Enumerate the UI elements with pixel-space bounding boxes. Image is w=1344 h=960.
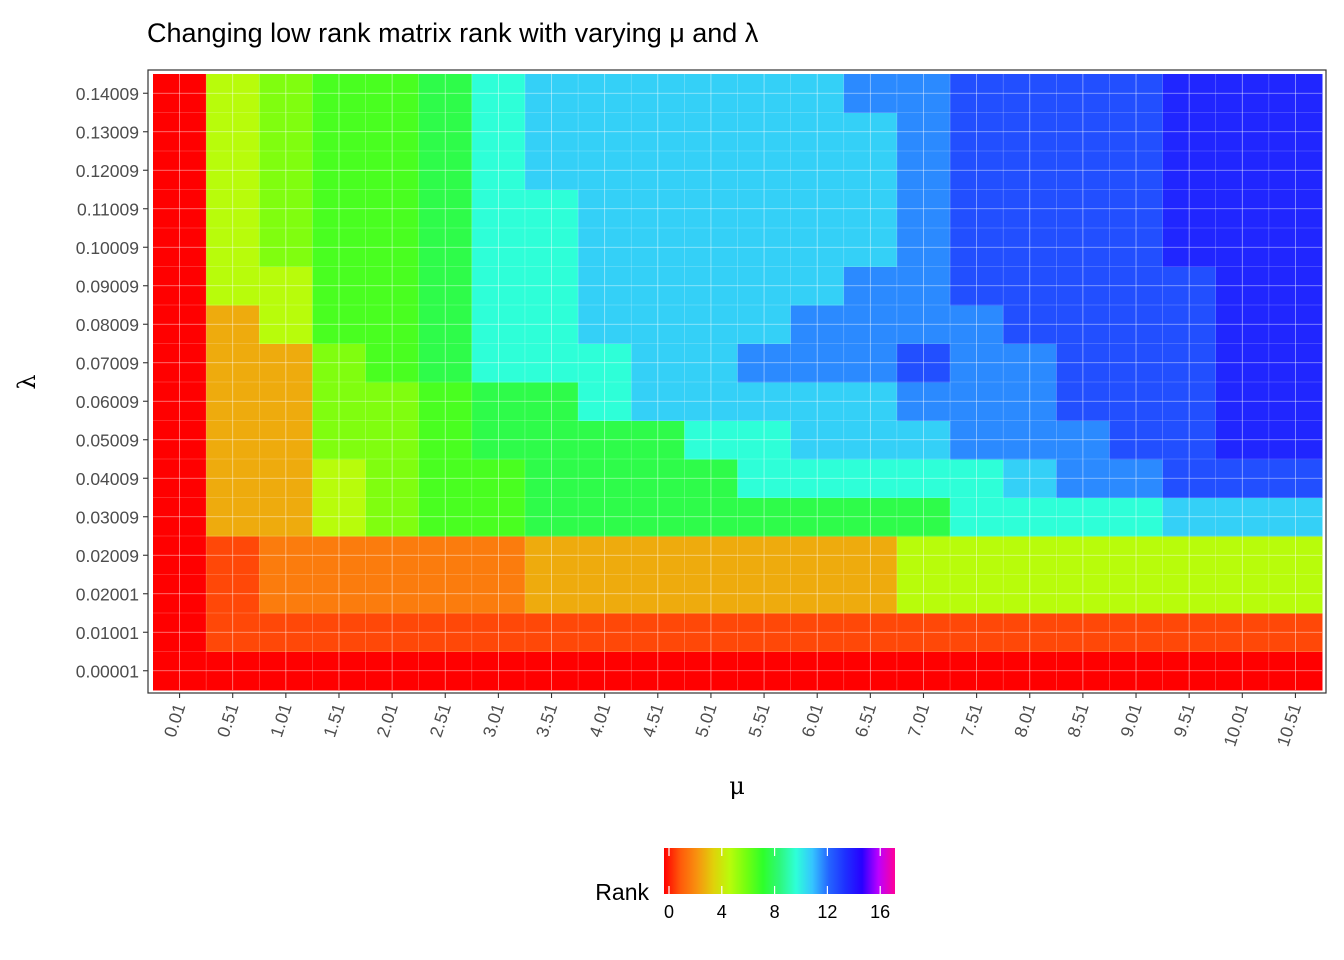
x-tick-label: 3.51: [532, 701, 562, 740]
x-tick-label: 8.01: [1010, 701, 1040, 740]
legend-tick-label: 8: [770, 902, 780, 922]
x-tick-label: 7.51: [957, 701, 987, 740]
legend-tick-label: 4: [717, 902, 727, 922]
legend-color-bar: [664, 848, 895, 894]
legend-ticks: 0 4 8 12 16: [664, 848, 890, 922]
x-tick-label: 2.51: [426, 701, 456, 740]
x-tick-label: 1.01: [266, 701, 296, 740]
y-tick-label: 0.03009: [76, 507, 139, 527]
y-tick-label: 0.09009: [76, 276, 139, 296]
color-legend: Rank 0 4 8 12 16: [595, 848, 895, 922]
y-tick-label: 0.06009: [76, 392, 139, 412]
y-tick-label: 0.13009: [76, 122, 139, 142]
y-tick-label: 0.07009: [76, 353, 139, 373]
y-tick-label: 0.02009: [76, 546, 139, 566]
x-tick-label: 3.01: [479, 701, 509, 740]
x-tick-label: 5.01: [691, 701, 721, 740]
x-tick-label: 0.51: [213, 701, 243, 740]
y-tick-label: 0.04009: [76, 469, 139, 489]
y-tick-label: 0.01001: [76, 623, 139, 643]
x-tick-label: 4.01: [585, 701, 615, 740]
x-tick-label: 6.51: [851, 701, 881, 740]
x-tick-label: 9.01: [1116, 701, 1146, 740]
y-tick-label: 0.02001: [76, 584, 139, 604]
x-tick-label: 5.51: [744, 701, 774, 740]
x-tick-label: 1.51: [319, 701, 349, 740]
y-tick-label: 0.12009: [76, 161, 139, 181]
x-axis: 0.01 0.51 1.01 1.51 2.01 2.51 3.01 3.51 4.01 4.51…: [160, 693, 1305, 749]
gridlines: [153, 74, 1322, 690]
legend-tick-label: 12: [817, 902, 837, 922]
y-tick-label: 0.11009: [77, 199, 139, 219]
x-tick-label: 0.01: [160, 701, 190, 740]
y-tick-label: 0.05009: [76, 430, 139, 450]
legend-tick-label: 0: [664, 902, 674, 922]
legend-title: Rank: [595, 879, 649, 905]
y-tick-label: 0.10009: [76, 238, 139, 258]
x-tick-label: 10.01: [1220, 701, 1253, 749]
x-tick-label: 8.51: [1063, 701, 1093, 740]
x-tick-label: 4.51: [638, 701, 668, 740]
y-axis-label: λ: [13, 374, 41, 389]
x-tick-label: 2.01: [372, 701, 402, 740]
chart-title: Changing low rank matrix rank with varyi…: [147, 18, 759, 48]
y-tick-label: 0.00001: [76, 661, 139, 681]
x-tick-label: 6.01: [797, 701, 827, 740]
y-tick-label: 0.14009: [76, 84, 139, 104]
x-tick-label: 7.01: [904, 701, 934, 740]
y-axis: 0.00001 0.01001 0.02001 0.02009 0.03009 0.040…: [76, 84, 148, 681]
x-tick-label: 9.51: [1169, 701, 1199, 740]
x-axis-label: μ: [729, 772, 745, 800]
legend-tick-label: 16: [870, 902, 890, 922]
x-tick-label: 10.51: [1273, 701, 1306, 749]
y-tick-label: 0.08009: [76, 315, 139, 335]
